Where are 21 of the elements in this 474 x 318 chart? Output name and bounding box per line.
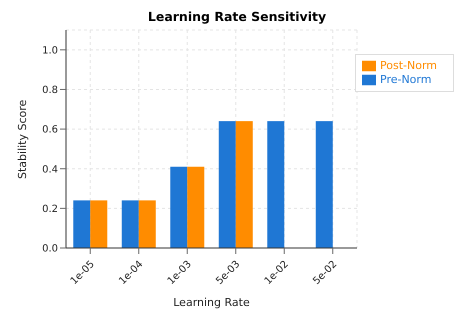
y-axis-title: Stability Score [16, 99, 29, 179]
bar [73, 200, 90, 248]
y-tick-label: 1.0 [42, 45, 58, 56]
y-tick-label: 0.6 [42, 124, 58, 136]
y-tick-label: 0.0 [42, 244, 58, 255]
bar [236, 121, 253, 248]
bar [170, 166, 188, 248]
y-tick-label: 0.2 [42, 204, 58, 215]
legend-label: Pre-Norm [380, 73, 432, 86]
bar [316, 121, 333, 248]
legend-label: Post-Norm [380, 59, 437, 72]
bar [187, 166, 204, 248]
y-tick-label: 0.8 [42, 85, 58, 96]
bar [90, 200, 108, 248]
bar [218, 121, 236, 248]
chart-title: Learning Rate Sensitivity [146, 8, 328, 26]
bar [122, 200, 139, 248]
x-axis-title: Learning Rate [173, 296, 250, 309]
bar [138, 200, 156, 248]
bar [267, 121, 284, 248]
y-tick-label: 0.4 [42, 164, 58, 176]
